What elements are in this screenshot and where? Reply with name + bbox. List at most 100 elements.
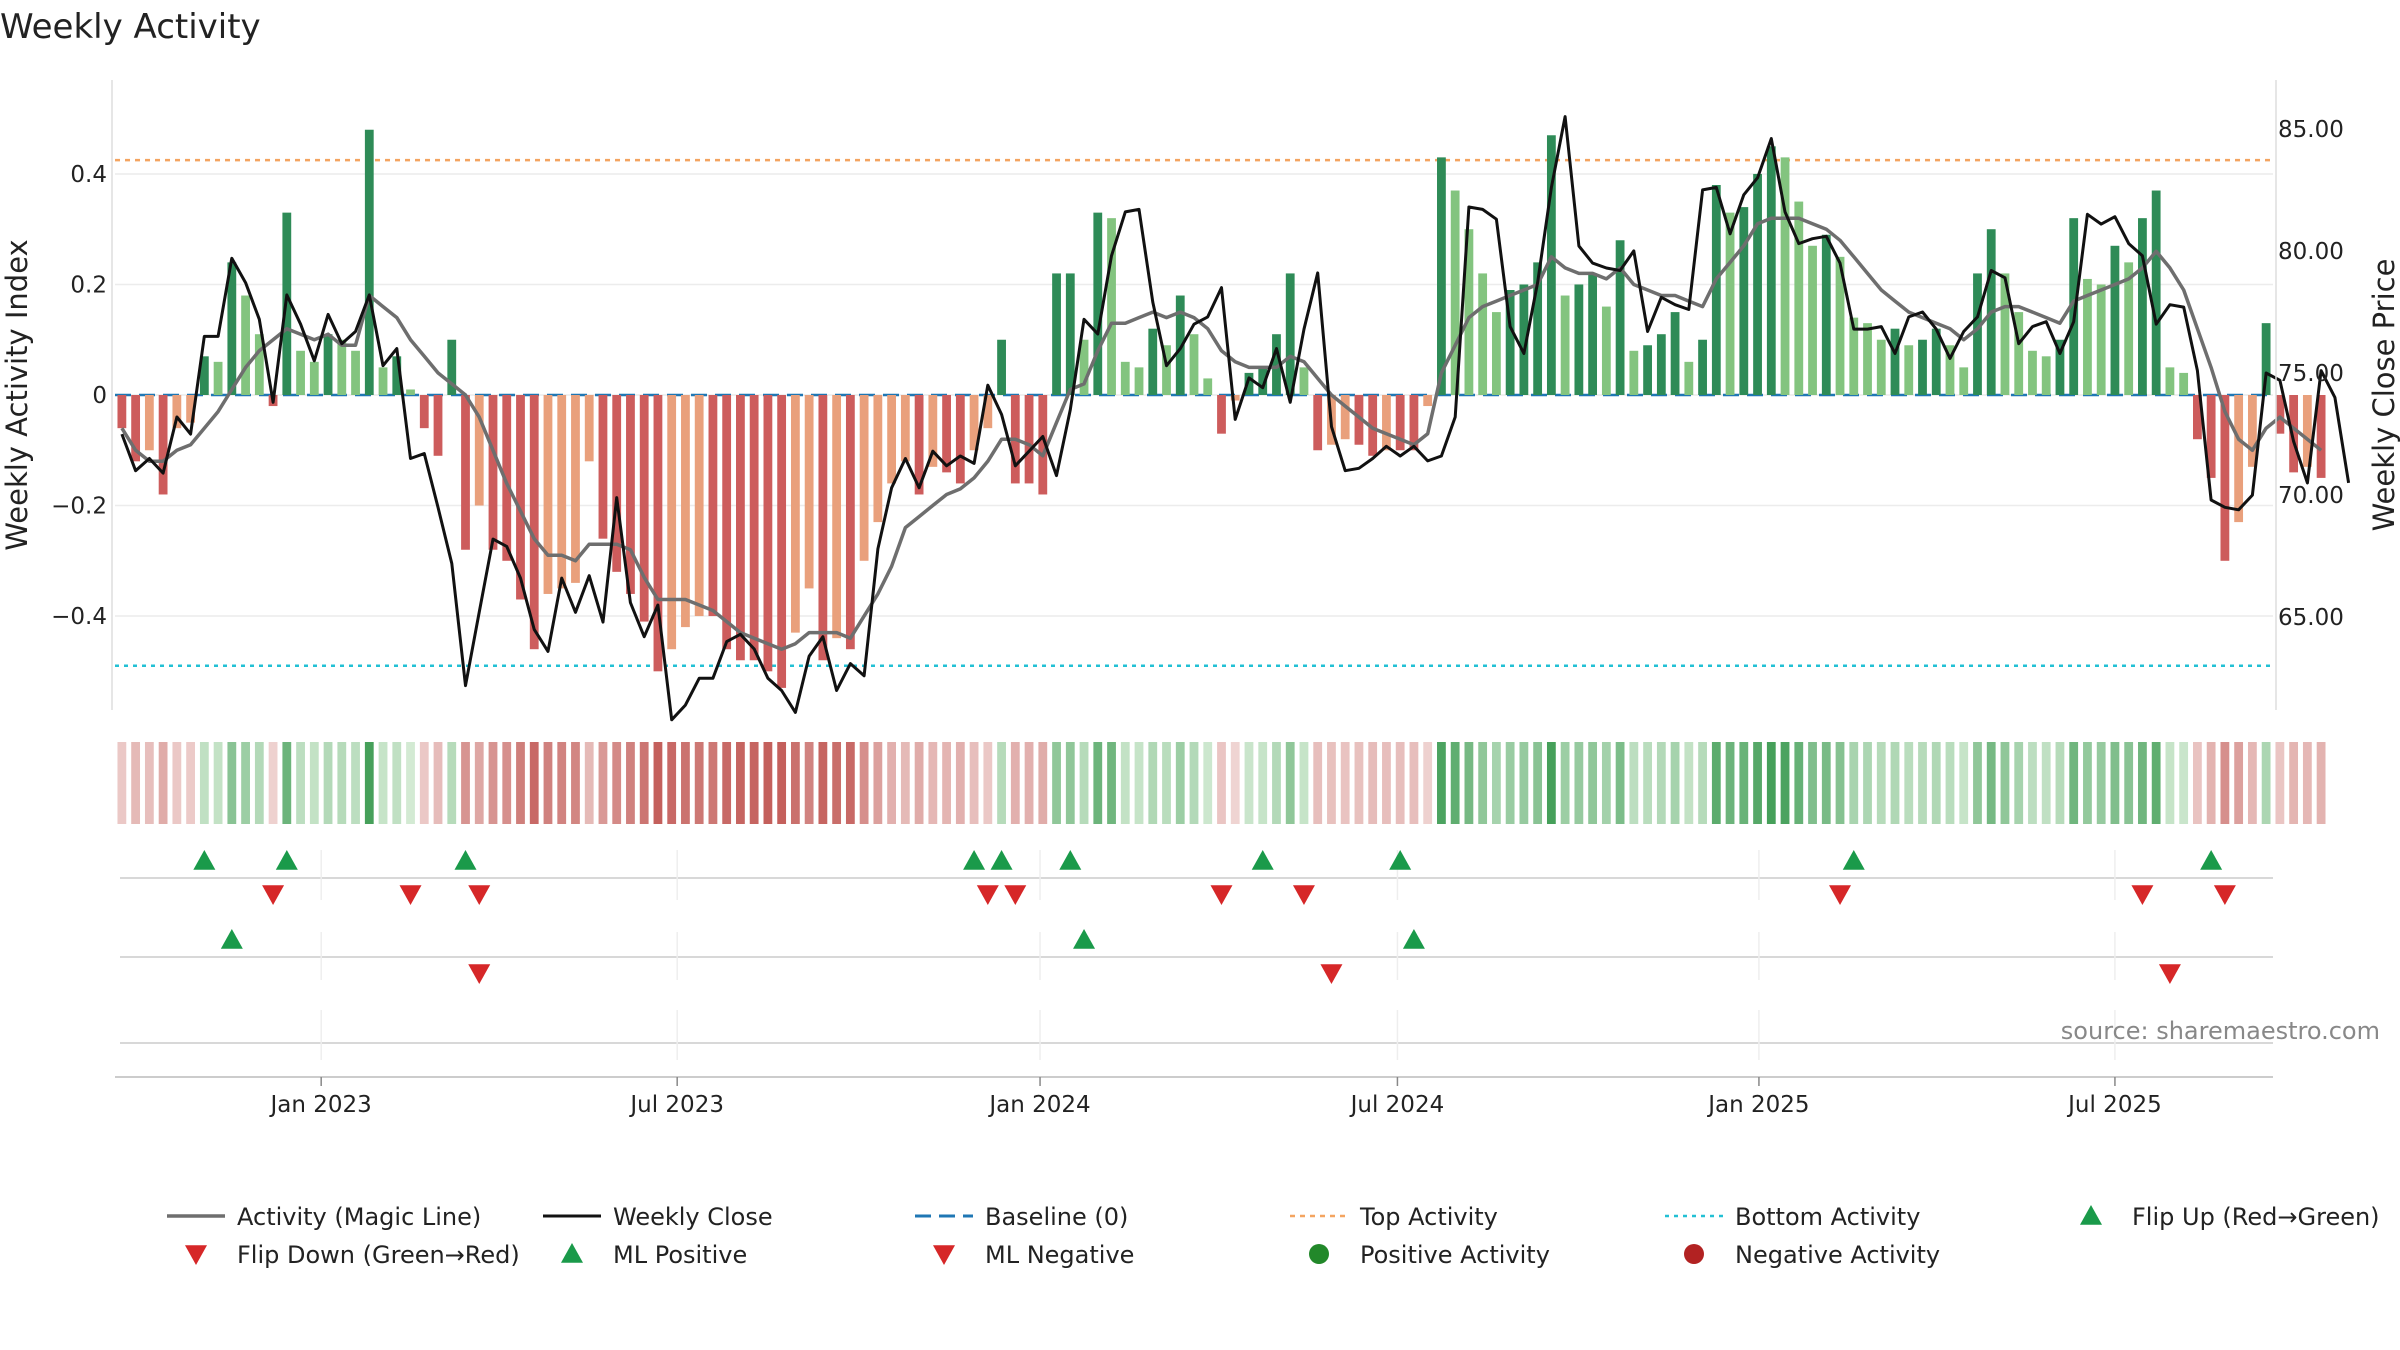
activity-bar	[2083, 278, 2092, 395]
ml-positive-marker	[220, 929, 243, 949]
left-tick-label-4: −0.4	[51, 604, 107, 630]
activity-bar	[1230, 395, 1240, 401]
legend-item-baseline: Baseline (0)	[915, 1203, 1128, 1231]
heat-cell	[488, 742, 498, 824]
heat-cell	[516, 742, 525, 824]
heat-cell	[557, 742, 567, 824]
heat-cell	[873, 742, 883, 824]
heat-cell	[1629, 742, 1639, 824]
activity-bar	[364, 129, 374, 395]
activity-bar	[1423, 395, 1433, 407]
heat-cell	[1244, 742, 1254, 824]
activity-bar	[942, 395, 951, 473]
activity-bar	[818, 395, 828, 661]
activity-bar	[1739, 207, 1749, 395]
heat-cell	[763, 742, 773, 824]
heat-cell	[1546, 742, 1556, 824]
heat-cell	[749, 742, 759, 824]
legend-item-magic: Activity (Magic Line)	[167, 1203, 481, 1231]
flip-down-marker	[468, 885, 491, 905]
heat-cell	[969, 742, 979, 824]
activity-bar	[2165, 367, 2175, 395]
heat-cell	[2302, 742, 2312, 824]
activity-bar	[1588, 273, 1598, 395]
heat-cell	[653, 742, 663, 824]
activity-bar	[626, 395, 635, 594]
activity-bar	[1107, 218, 1116, 395]
heat-cell	[502, 742, 512, 824]
heat-cell	[1382, 742, 1391, 824]
activity-bar	[1711, 185, 1721, 395]
activity-bar	[543, 395, 553, 594]
legend-label-negact: Negative Activity	[1735, 1241, 1940, 1269]
activity-bar	[2014, 312, 2024, 395]
activity-bar	[2000, 273, 2010, 395]
activity-bar	[2151, 190, 2161, 395]
activity-bar	[1560, 295, 1570, 395]
legend-label-mlpos: ML Positive	[613, 1241, 747, 1269]
legend-label-magic: Activity (Magic Line)	[237, 1203, 481, 1231]
heat-cell	[1904, 742, 1914, 824]
activity-bar	[777, 395, 787, 688]
legend-swatch-negact	[1684, 1244, 1704, 1264]
heat-cell	[433, 742, 443, 824]
heat-cell	[2220, 742, 2230, 824]
ml-negative-marker	[2158, 964, 2181, 984]
activity-bar	[2289, 395, 2299, 473]
heat-cell	[2055, 742, 2065, 824]
legend-label-bottom: Bottom Activity	[1735, 1203, 1920, 1231]
activity-bar	[983, 395, 993, 429]
signal-markers	[120, 850, 2273, 1060]
heat-cell	[1725, 742, 1735, 824]
heat-cell	[474, 742, 484, 824]
activity-bar	[1698, 339, 1707, 395]
activity-bar	[1134, 367, 1144, 395]
heat-cell	[681, 742, 690, 824]
legend-swatch-flipup	[2080, 1205, 2102, 1225]
heat-cell	[832, 742, 842, 824]
flip-up-marker	[1842, 850, 1865, 870]
activity-bar	[1093, 212, 1103, 395]
heat-cell	[529, 742, 539, 824]
legend-item-posact: Positive Activity	[1309, 1241, 1550, 1269]
heat-cell	[1478, 742, 1488, 824]
activity-bar	[914, 395, 924, 495]
heat-cell	[447, 742, 457, 824]
heat-cell	[241, 742, 250, 824]
legend-item-flipdown: Flip Down (Green→Red)	[185, 1241, 520, 1269]
activity-bar	[406, 389, 415, 395]
activity-bar	[1670, 312, 1680, 395]
activity-bar	[461, 395, 470, 550]
heat-cell	[1684, 742, 1694, 824]
heat-cell	[1327, 742, 1336, 824]
activity-bar	[1931, 328, 1941, 395]
heat-cell	[378, 742, 388, 824]
heat-cell	[626, 742, 635, 824]
activity-bar	[2261, 323, 2271, 395]
activity-bar	[969, 395, 979, 451]
heat-cell	[2138, 742, 2147, 824]
y-axis-left-label: Weekly Activity Index	[0, 239, 34, 550]
flip-down-marker	[2131, 885, 2154, 905]
activity-bar	[1024, 395, 1034, 484]
activity-bar	[1601, 306, 1611, 395]
legend-label-posact: Positive Activity	[1360, 1241, 1550, 1269]
flip-down-marker	[262, 885, 285, 905]
heat-cell	[1753, 742, 1762, 824]
heat-cell	[2014, 742, 2024, 824]
activity-bar	[433, 395, 443, 456]
heat-cell	[708, 742, 718, 824]
heat-cell	[131, 742, 141, 824]
legend-item-mlpos: ML Positive	[561, 1241, 747, 1269]
heat-cell	[2234, 742, 2244, 824]
heat-cell	[2000, 742, 2010, 824]
heat-cell	[859, 742, 869, 824]
heat-cell	[1038, 742, 1048, 824]
x-tick-label-2: Jan 2024	[987, 1092, 1090, 1118]
heat-cell	[2069, 742, 2079, 824]
activity-bar	[653, 395, 663, 672]
activity-bar	[516, 395, 525, 600]
x-tick-label-4: Jan 2025	[1706, 1092, 1809, 1118]
heat-cell	[158, 742, 168, 824]
